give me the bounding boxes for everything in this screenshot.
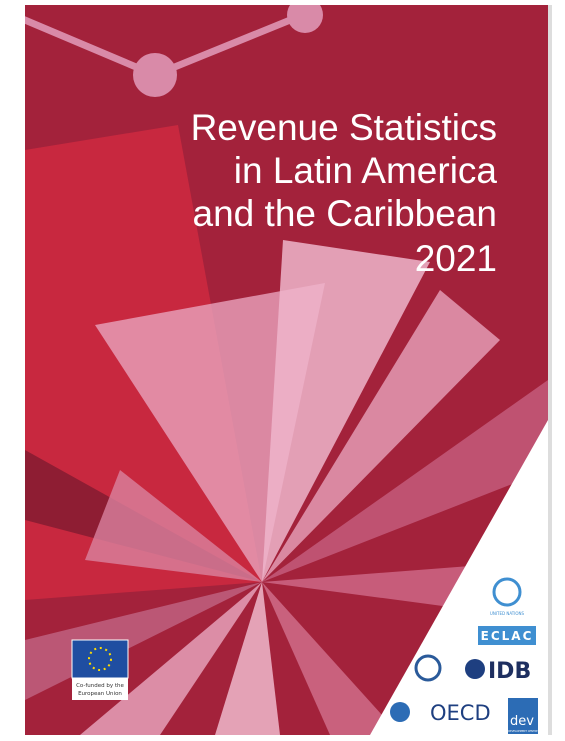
title-line: in Latin America xyxy=(234,150,498,191)
decor-dot xyxy=(287,5,323,33)
dev-box xyxy=(508,698,538,734)
wedge xyxy=(262,240,430,582)
title-line: and the Caribbean xyxy=(193,193,497,234)
oecd-label: OECD xyxy=(430,701,491,725)
eu-label: Co-funded by the xyxy=(76,683,124,689)
un-emblem xyxy=(492,577,522,607)
title-line: 2021 xyxy=(415,238,497,279)
eclac-box xyxy=(478,626,536,645)
eclac-label: ECLAC xyxy=(481,629,534,643)
page-edge xyxy=(548,5,552,735)
eu-flag xyxy=(71,639,129,679)
logo-panel xyxy=(370,420,548,735)
artwork xyxy=(25,5,548,735)
idb-label: IDB xyxy=(488,659,531,684)
title-line: Revenue Statistics xyxy=(191,107,497,148)
wedge xyxy=(262,582,400,735)
wedge xyxy=(262,380,548,582)
dev-sub: DEVELOPMENT CENTRE xyxy=(508,729,538,733)
eu-stars xyxy=(88,647,112,671)
eu-label-bg xyxy=(72,678,128,700)
emblem xyxy=(414,654,442,682)
idb-emblem xyxy=(465,659,485,679)
un-label: UNITED NATIONS xyxy=(490,611,525,616)
eu-label: European Union xyxy=(78,691,122,697)
dev-label: dev xyxy=(510,714,534,729)
oecd-emblem xyxy=(390,702,410,722)
decor-dot xyxy=(133,53,177,97)
wedge xyxy=(215,582,280,735)
wedge xyxy=(262,290,500,582)
wedge xyxy=(85,470,262,582)
